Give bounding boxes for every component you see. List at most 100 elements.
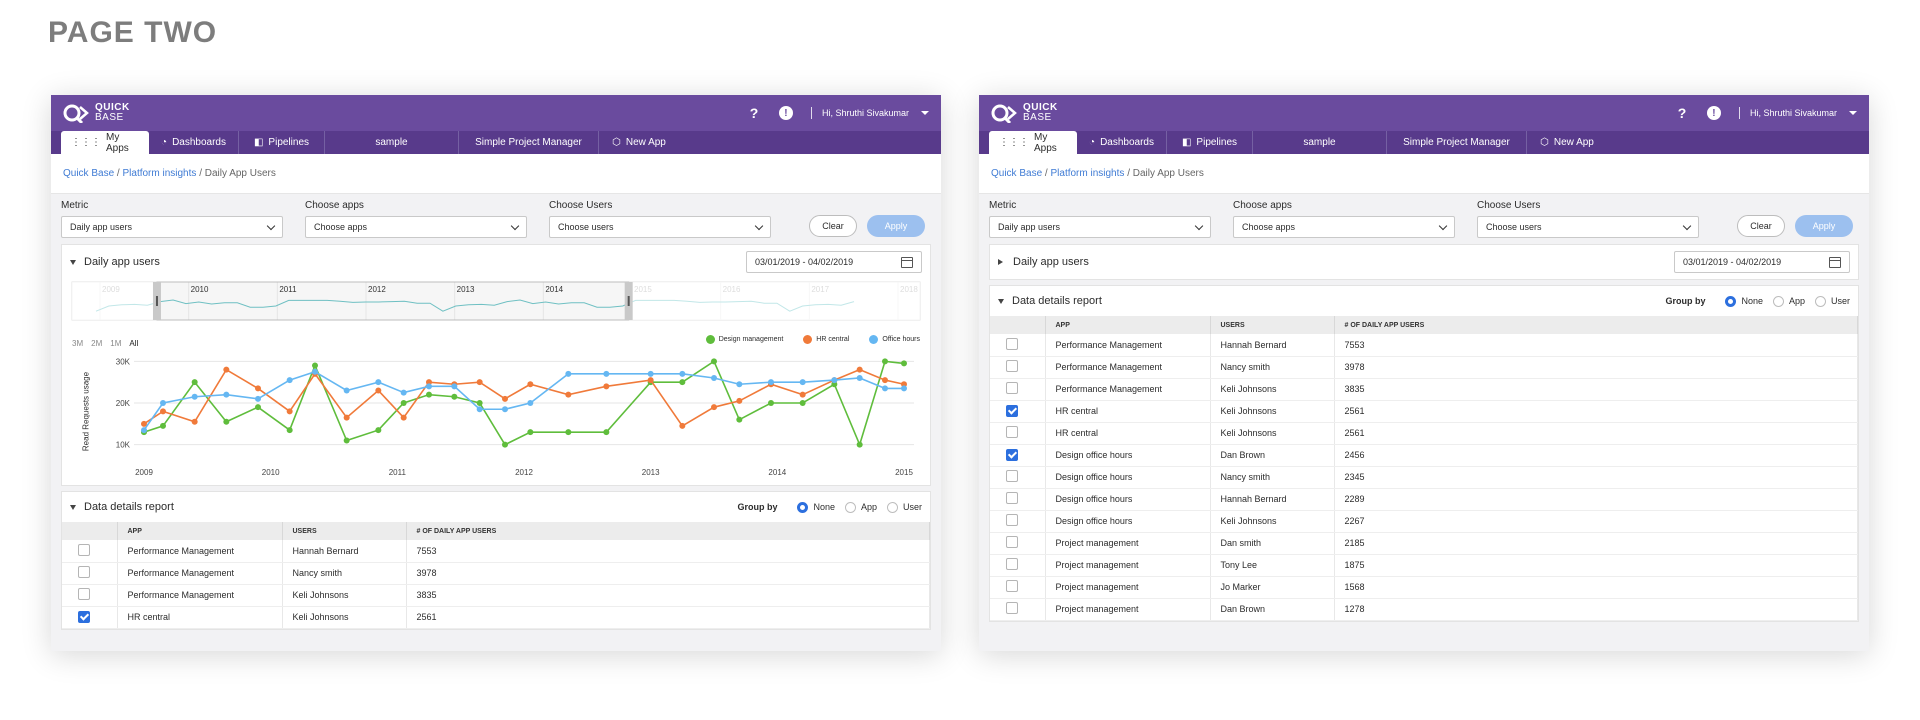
row-checkbox[interactable] <box>1006 405 1018 417</box>
row-checkbox[interactable] <box>1006 492 1018 504</box>
y-tick-label: 10K <box>116 441 131 450</box>
apps-select[interactable]: Choose apps <box>1233 216 1455 238</box>
apps-select[interactable]: Choose apps <box>305 216 527 238</box>
column-header-users[interactable]: USERS <box>282 522 407 540</box>
nav-simple-project-manager[interactable]: Simple Project Manager <box>1387 131 1527 154</box>
table-row[interactable]: Project management Jo Marker 1568 <box>990 576 1858 599</box>
zoom-all[interactable]: All <box>129 339 139 348</box>
radio-none[interactable]: None <box>797 501 835 513</box>
table-row[interactable]: Performance Management Hannah Bernard 7553 <box>62 540 930 563</box>
legend-item[interactable]: Design management <box>705 335 783 344</box>
alert-icon[interactable]: ! <box>1706 106 1721 120</box>
user-menu[interactable]: Hi, Shruthi Sivakumar <box>1750 108 1857 118</box>
date-range-picker[interactable]: 03/01/2019 - 04/02/2019 <box>1674 251 1850 273</box>
expand-icon[interactable] <box>998 259 1003 265</box>
user-menu[interactable]: Hi, Shruthi Sivakumar <box>822 108 929 118</box>
row-checkbox[interactable] <box>1006 602 1018 614</box>
metric-select[interactable]: Daily app users <box>61 216 283 238</box>
radio-none[interactable]: None <box>1725 295 1763 307</box>
navigator-mask <box>72 282 157 320</box>
users-select[interactable]: Choose users <box>1477 216 1699 238</box>
logo-icon <box>63 104 89 123</box>
row-checkbox[interactable] <box>1006 514 1018 526</box>
column-header-users[interactable]: USERS <box>1210 316 1335 334</box>
nav-pipelines[interactable]: ◧ Pipelines <box>1167 131 1253 154</box>
column-header-count[interactable]: # OF DAILY APP USERS <box>406 522 930 540</box>
nav-sample[interactable]: sample <box>1253 131 1387 154</box>
nav-new-app[interactable]: ⬡ New App <box>612 137 666 148</box>
column-header-app[interactable]: APP <box>117 522 283 540</box>
radio-app[interactable]: App <box>844 501 877 513</box>
row-checkbox[interactable] <box>1006 470 1018 482</box>
legend-item[interactable]: HR central <box>803 335 849 344</box>
nav-new-app[interactable]: ⬡ New App <box>1540 137 1594 148</box>
row-checkbox[interactable] <box>1006 360 1018 372</box>
row-checkbox[interactable] <box>1006 580 1018 592</box>
breadcrumb-home[interactable]: Quick Base <box>63 168 115 179</box>
zoom-3m[interactable]: 3M <box>72 339 84 348</box>
nav-my-apps[interactable]: ⋮⋮⋮ My Apps <box>61 131 149 154</box>
table-row[interactable]: HR central Keli Johnsons 2561 <box>990 422 1858 445</box>
table-row[interactable]: Performance Management Nancy smith 3978 <box>990 356 1858 379</box>
apply-button[interactable]: Apply <box>867 215 925 237</box>
table-row[interactable]: Design office hours Dan Brown 2456 <box>990 444 1858 467</box>
collapse-icon[interactable] <box>70 259 76 265</box>
quickbase-logo[interactable]: QUICK BASE <box>63 103 130 123</box>
table-row[interactable]: HR central Keli Johnsons 2561 <box>990 400 1858 423</box>
cell-user: Keli Johnsons <box>1210 378 1335 401</box>
row-checkbox[interactable] <box>1006 426 1018 438</box>
metric-select[interactable]: Daily app users <box>989 216 1211 238</box>
nav-sample[interactable]: sample <box>325 131 459 154</box>
row-checkbox[interactable] <box>78 588 90 600</box>
metric-label: Metric <box>61 200 89 211</box>
row-checkbox[interactable] <box>1006 449 1018 461</box>
collapse-icon[interactable] <box>70 504 76 510</box>
table-row[interactable]: Performance Management Nancy smith 3978 <box>62 562 930 585</box>
table-row[interactable]: HR central Keli Johnsons 2561 <box>62 606 930 629</box>
table-row[interactable]: Project management Dan smith 2185 <box>990 532 1858 555</box>
clear-button[interactable]: Clear <box>809 215 857 237</box>
breadcrumb-platform-insights[interactable]: Platform insights <box>122 168 197 179</box>
legend-item[interactable]: Office hours <box>869 335 920 344</box>
radio-app[interactable]: App <box>1772 295 1805 307</box>
table-row[interactable]: Design office hours Nancy smith 2345 <box>990 466 1858 489</box>
row-checkbox[interactable] <box>78 611 90 623</box>
row-checkbox[interactable] <box>1006 536 1018 548</box>
data-point <box>711 404 717 411</box>
table-row[interactable]: Performance Management Keli Johnsons 3835 <box>990 378 1858 401</box>
breadcrumb-home[interactable]: Quick Base <box>991 168 1043 179</box>
alert-icon[interactable]: ! <box>778 106 793 120</box>
radio-user[interactable]: User <box>886 501 922 513</box>
apply-button[interactable]: Apply <box>1795 215 1853 237</box>
quickbase-logo[interactable]: QUICK BASE <box>991 103 1058 123</box>
table-row[interactable]: Project management Tony Lee 1875 <box>990 554 1858 577</box>
row-checkbox[interactable] <box>1006 382 1018 394</box>
table-row[interactable]: Design office hours Keli Johnsons 2267 <box>990 510 1858 533</box>
date-range-picker[interactable]: 03/01/2019 - 04/02/2019 <box>746 251 922 273</box>
clear-button[interactable]: Clear <box>1737 215 1785 237</box>
breadcrumb-platform-insights[interactable]: Platform insights <box>1050 168 1125 179</box>
row-checkbox[interactable] <box>78 543 90 556</box>
table-row[interactable]: Performance Management Hannah Bernard 7553 <box>990 334 1858 357</box>
overview-navigator[interactable]: 2009201020112012201320142015201620172018 <box>62 279 930 323</box>
nav-simple-project-manager[interactable]: Simple Project Manager <box>459 131 599 154</box>
table-row[interactable]: Design office hours Hannah Bernard 2289 <box>990 488 1858 511</box>
table-row[interactable]: Performance Management Keli Johnsons 3835 <box>62 584 930 607</box>
help-icon[interactable]: ? <box>1677 105 1687 121</box>
column-header-count[interactable]: # OF DAILY APP USERS <box>1334 316 1858 334</box>
column-header-app[interactable]: APP <box>1045 316 1211 334</box>
zoom-1m[interactable]: 1M <box>110 339 122 348</box>
table-row[interactable]: Project management Dan Brown 1278 <box>990 598 1858 621</box>
zoom-2m[interactable]: 2M <box>91 339 103 348</box>
radio-user[interactable]: User <box>1814 295 1850 307</box>
row-checkbox[interactable] <box>1006 558 1018 570</box>
nav-pipelines[interactable]: ◧ Pipelines <box>239 131 325 154</box>
help-icon[interactable]: ? <box>749 105 759 121</box>
nav-my-apps[interactable]: ⋮⋮⋮ My Apps <box>989 131 1077 154</box>
users-select[interactable]: Choose users <box>549 216 771 238</box>
collapse-icon[interactable] <box>998 298 1004 304</box>
row-checkbox[interactable] <box>1006 337 1018 350</box>
nav-dashboards[interactable]: ◔ Dashboards <box>149 131 239 154</box>
row-checkbox[interactable] <box>78 566 90 578</box>
nav-dashboards[interactable]: ◔ Dashboards <box>1077 131 1167 154</box>
